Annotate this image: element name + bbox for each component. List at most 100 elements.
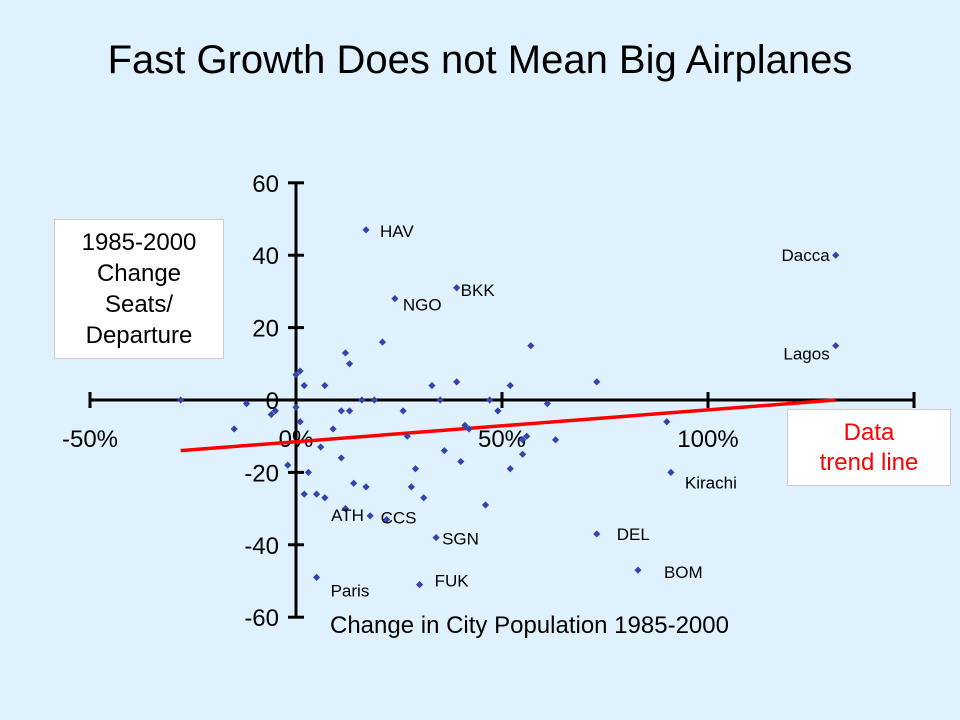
point-label: DEL: [617, 525, 650, 544]
trendline: [180, 398, 836, 453]
point-label: Dacca: [782, 246, 831, 265]
data-point: [350, 479, 358, 487]
point-label: Kirachi: [685, 473, 737, 492]
data-point: [440, 447, 448, 455]
point-label: BKK: [461, 281, 496, 300]
data-point: [284, 461, 292, 469]
y-tick-label: 60: [252, 171, 279, 198]
data-point: [345, 407, 354, 415]
x-tick-label: 50%: [478, 426, 526, 453]
x-axis-title: Change in City Population 1985-2000: [330, 612, 729, 639]
data-point: [457, 457, 465, 466]
y-tick-label: 20: [252, 316, 279, 343]
data-point: [663, 418, 671, 426]
data-point: [341, 505, 350, 513]
labeled-data-point: [832, 342, 840, 350]
data-point: [296, 367, 304, 375]
point-label: ATH: [331, 506, 364, 525]
data-point: [177, 396, 185, 404]
labeled-data-point: [832, 251, 840, 259]
data-point: [403, 432, 411, 440]
chart-title: Fast Growth Does not Mean Big Airplanes: [107, 38, 853, 82]
point-label: BOM: [664, 563, 703, 582]
data-point: [317, 443, 325, 451]
labeled-data-point: [634, 566, 642, 574]
data-point: [465, 425, 473, 433]
labeled-data-point: [362, 226, 370, 234]
data-point: [407, 483, 415, 491]
labeled-data-point: [313, 573, 321, 581]
data-point: [337, 454, 345, 462]
data-point: [494, 407, 502, 415]
data-point: [506, 465, 514, 473]
data-point: [506, 381, 514, 390]
data-point: [420, 494, 428, 502]
tick-marks: [88, 181, 916, 619]
y-tick-label: 40: [252, 243, 279, 270]
data-point: [519, 450, 527, 458]
labeled-data-point: [366, 512, 374, 520]
data-point: [362, 483, 370, 491]
data-point: [523, 432, 531, 440]
x-tick-label: 100%: [677, 426, 738, 453]
point-label: NGO: [403, 296, 442, 315]
data-point: [267, 410, 275, 419]
data-point: [337, 407, 345, 415]
data-point: [341, 349, 350, 357]
data-point: [370, 396, 378, 404]
data-point: [399, 407, 407, 415]
point-label: FUK: [435, 572, 470, 591]
trendline-label: Data trend line: [787, 409, 951, 486]
data-point: [461, 421, 469, 429]
y-tick-label: -40: [244, 533, 279, 560]
point-label: Lagos: [783, 345, 829, 364]
data-point: [313, 490, 321, 498]
data-point: [329, 425, 337, 433]
point-label: CCS: [381, 508, 417, 527]
point-label: HAV: [380, 222, 414, 241]
data-point: [292, 371, 300, 379]
labeled-data-point: [383, 515, 391, 524]
data-points: [177, 226, 840, 589]
data-point: [411, 465, 420, 473]
labeled-data-point: [593, 530, 601, 538]
labeled-data-point: [391, 295, 399, 303]
data-point: [593, 378, 601, 386]
data-point: [271, 407, 279, 415]
labeled-data-point: [432, 533, 440, 542]
y-axis-title: 1985-2000 Change Seats/ Departure: [54, 219, 224, 359]
data-point: [519, 436, 527, 444]
point-label: Paris: [331, 581, 370, 600]
data-point: [358, 396, 366, 404]
y-tick-label: -20: [244, 460, 279, 487]
data-point: [300, 381, 308, 390]
data-point: [436, 396, 444, 404]
data-point: [428, 381, 436, 390]
data-point: [345, 360, 354, 368]
data-point: [230, 425, 238, 433]
point-label: SGN: [442, 530, 479, 549]
labeled-data-point: [667, 468, 675, 476]
data-point: [321, 494, 329, 502]
data-point: [486, 396, 494, 404]
x-tick-label: -50%: [62, 426, 118, 453]
labeled-data-point: [416, 581, 424, 589]
data-point: [321, 381, 329, 390]
data-point: [300, 490, 308, 498]
point-labels: HAV BKK NGO Dacca Lagos Kirachi DEL BOM SGN FUK Pa…: [331, 222, 831, 601]
data-point: [527, 342, 535, 350]
data-point: [453, 378, 461, 386]
data-point: [378, 338, 387, 346]
data-point: [551, 436, 560, 444]
trendline-layer: [180, 398, 836, 453]
labeled-data-point: [453, 284, 461, 292]
data-point: [242, 400, 251, 408]
y-tick-label: -60: [244, 605, 279, 632]
data-point: [292, 403, 300, 411]
data-point: [481, 501, 490, 509]
data-point: [304, 468, 312, 476]
data-point: [543, 400, 551, 408]
data-point: [296, 418, 304, 426]
